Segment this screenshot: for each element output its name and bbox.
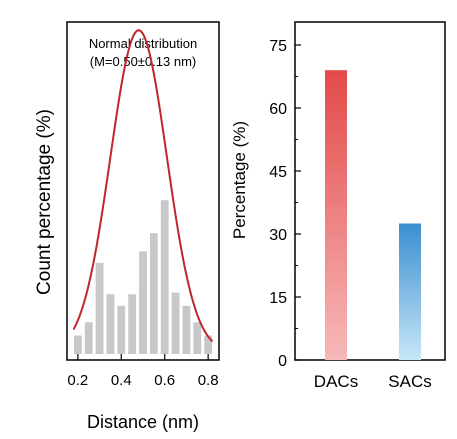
percentage-y-tick-label: 15 — [269, 290, 287, 307]
percentage-bar-sacs — [399, 223, 421, 360]
histogram-x-axis-label: Distance (nm) — [87, 412, 199, 432]
percentage-y-ticks: 0 15 30 45 60 75 — [269, 38, 301, 370]
percentage-category-label: DACs — [314, 372, 358, 391]
histogram-bar — [182, 305, 191, 354]
histogram-bar — [73, 335, 82, 354]
histogram-x-tick-label: 0.4 — [111, 372, 132, 389]
percentage-panel: 0 15 30 45 60 75 DACs SACs Percentage (%) — [230, 21, 446, 391]
histogram-x-ticks: 0.2 0.4 0.6 0.8 — [67, 354, 219, 389]
histogram-bar — [160, 200, 169, 354]
histogram-panel: Normal distribution (M=0.50±0.13 nm) 0.2… — [34, 21, 220, 432]
histogram-bar — [84, 322, 93, 354]
histogram-bar — [106, 294, 115, 354]
normal-fit-curve — [72, 29, 214, 343]
percentage-y-tick-label: 75 — [269, 38, 287, 55]
histogram-title: Normal distribution — [89, 36, 197, 51]
percentage-y-axis-label: Percentage (%) — [230, 121, 249, 239]
percentage-y-tick-label: 45 — [269, 164, 287, 181]
percentage-y-tick-label: 0 — [278, 353, 287, 370]
histogram-bar — [139, 251, 147, 354]
percentage-y-tick-label: 30 — [269, 227, 287, 244]
histogram-bar — [149, 233, 158, 354]
histogram-bar — [204, 335, 213, 354]
percentage-category-label: SACs — [388, 372, 431, 391]
percentage-y-tick-label: 60 — [269, 101, 287, 118]
histogram-bar — [193, 322, 202, 354]
histogram-x-tick-label: 0.2 — [67, 372, 88, 389]
percentage-category-labels: DACs SACs — [314, 372, 432, 391]
percentage-bar-dacs — [325, 70, 347, 360]
histogram-frame — [66, 21, 220, 361]
histogram-bar — [171, 292, 180, 354]
percentage-bars — [325, 70, 421, 360]
histogram-bar — [128, 294, 137, 354]
histogram-y-axis-label: Count percentage (%) — [34, 109, 55, 295]
histogram-bar — [95, 262, 104, 354]
histogram-x-tick-label: 0.6 — [154, 372, 175, 389]
histogram-bars — [73, 200, 213, 354]
histogram-subtitle: (M=0.50±0.13 nm) — [90, 54, 197, 69]
percentage-frame — [294, 21, 446, 361]
histogram-x-tick-label: 0.8 — [198, 372, 219, 389]
histogram-bar — [117, 305, 126, 354]
